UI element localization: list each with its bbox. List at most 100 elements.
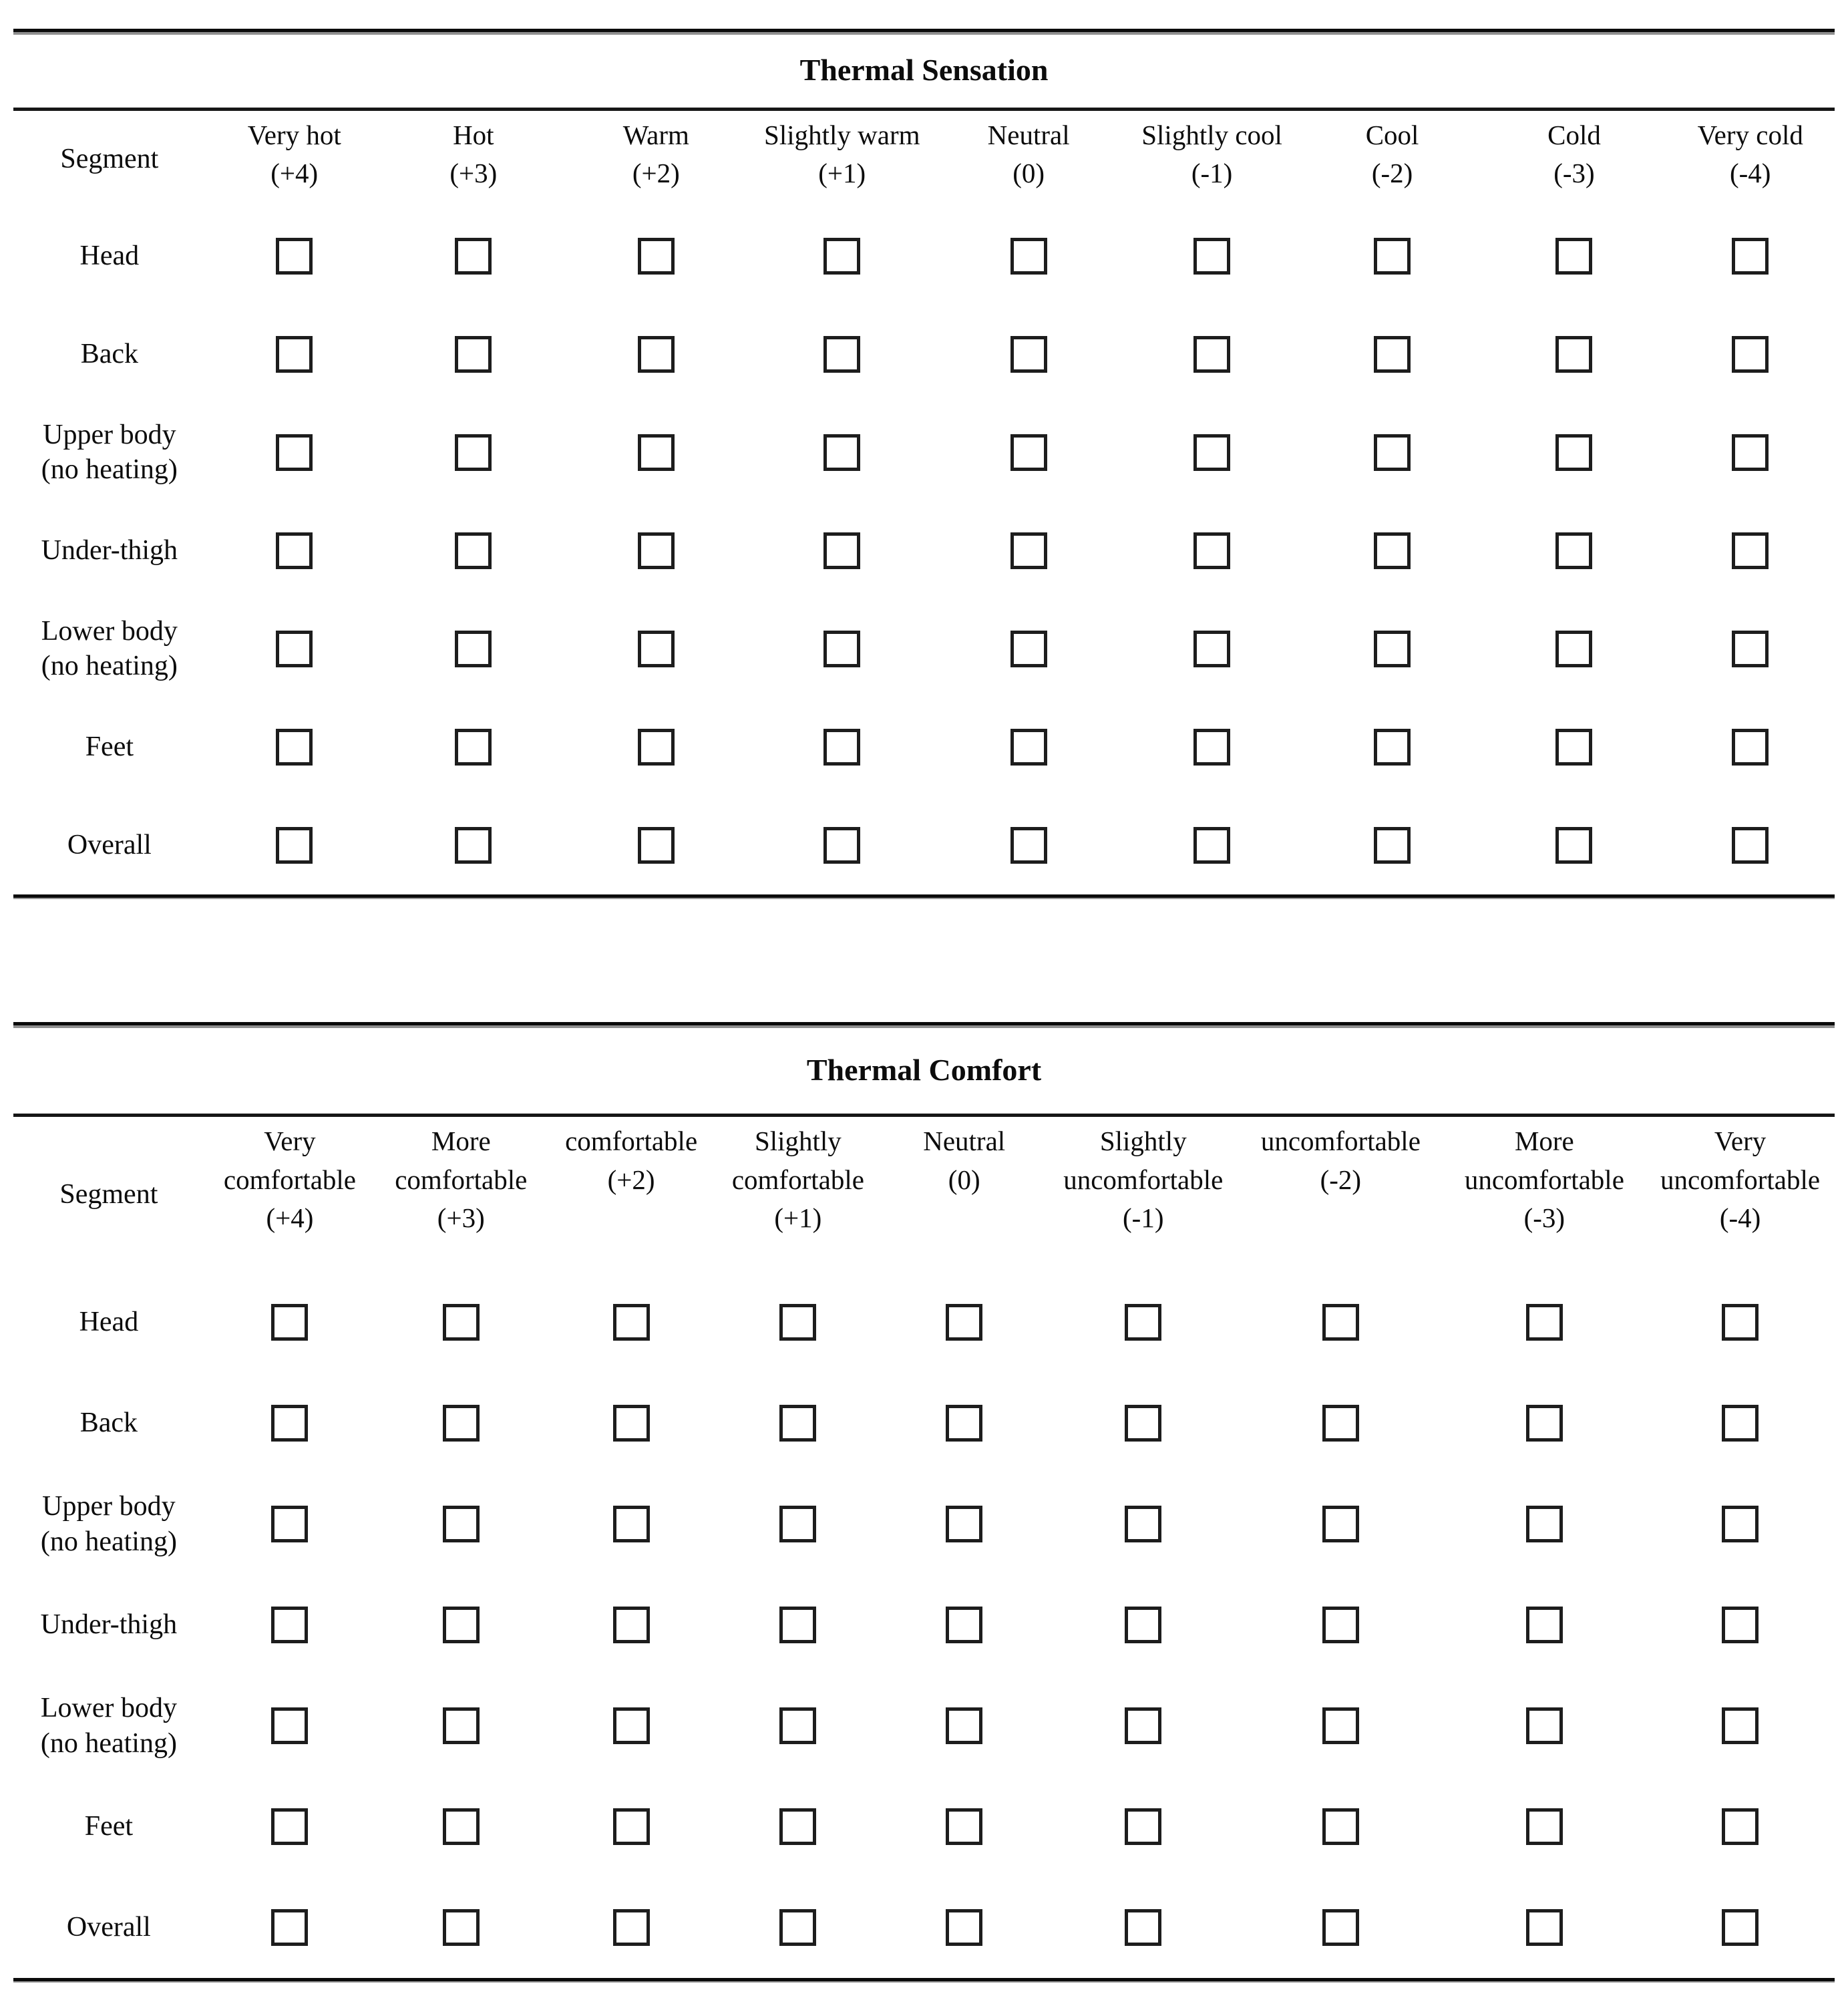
checkbox[interactable] [271,1405,309,1442]
checkbox[interactable] [823,335,861,373]
checkbox[interactable] [1732,826,1769,864]
checkbox[interactable] [1010,532,1047,569]
checkbox[interactable] [1125,1707,1162,1745]
checkbox[interactable] [612,1607,650,1644]
checkbox[interactable] [276,237,313,275]
checkbox[interactable] [637,532,675,569]
checkbox[interactable] [1010,237,1047,275]
checkbox[interactable] [1525,1909,1563,1947]
checkbox[interactable] [1374,630,1411,667]
checkbox[interactable] [1193,630,1231,667]
checkbox[interactable] [946,1909,983,1947]
checkbox[interactable] [271,1506,309,1543]
checkbox[interactable] [1374,532,1411,569]
checkbox[interactable] [946,1405,983,1442]
checkbox[interactable] [779,1607,817,1644]
checkbox[interactable] [1525,1808,1563,1846]
checkbox[interactable] [823,728,861,766]
checkbox[interactable] [946,1607,983,1644]
checkbox[interactable] [271,1808,309,1846]
checkbox[interactable] [637,826,675,864]
checkbox[interactable] [946,1506,983,1543]
checkbox[interactable] [442,1808,480,1846]
checkbox[interactable] [276,728,313,766]
checkbox[interactable] [1722,1607,1759,1644]
checkbox[interactable] [1322,1607,1359,1644]
checkbox[interactable] [271,1707,309,1745]
checkbox[interactable] [271,1607,309,1644]
checkbox[interactable] [1555,826,1593,864]
checkbox[interactable] [1193,826,1231,864]
checkbox[interactable] [612,1707,650,1745]
checkbox[interactable] [1732,532,1769,569]
checkbox[interactable] [1722,1405,1759,1442]
checkbox[interactable] [1193,728,1231,766]
checkbox[interactable] [276,335,313,373]
checkbox[interactable] [612,1405,650,1442]
checkbox[interactable] [946,1304,983,1341]
checkbox[interactable] [1322,1304,1359,1341]
checkbox[interactable] [455,237,492,275]
checkbox[interactable] [1732,434,1769,471]
checkbox[interactable] [1374,728,1411,766]
checkbox[interactable] [1525,1506,1563,1543]
checkbox[interactable] [271,1304,309,1341]
checkbox[interactable] [455,434,492,471]
checkbox[interactable] [1555,630,1593,667]
checkbox[interactable] [1722,1707,1759,1745]
checkbox[interactable] [612,1808,650,1846]
checkbox[interactable] [1722,1506,1759,1543]
checkbox[interactable] [637,237,675,275]
checkbox[interactable] [612,1304,650,1341]
checkbox[interactable] [442,1304,480,1341]
checkbox[interactable] [1732,237,1769,275]
checkbox[interactable] [1193,237,1231,275]
checkbox[interactable] [1555,335,1593,373]
checkbox[interactable] [442,1909,480,1947]
checkbox[interactable] [1722,1304,1759,1341]
checkbox[interactable] [1732,335,1769,373]
checkbox[interactable] [455,630,492,667]
checkbox[interactable] [779,1707,817,1745]
checkbox[interactable] [637,728,675,766]
checkbox[interactable] [455,728,492,766]
checkbox[interactable] [637,434,675,471]
checkbox[interactable] [1525,1304,1563,1341]
checkbox[interactable] [1010,630,1047,667]
checkbox[interactable] [612,1909,650,1947]
checkbox[interactable] [276,532,313,569]
checkbox[interactable] [823,630,861,667]
checkbox[interactable] [779,1808,817,1846]
checkbox[interactable] [779,1506,817,1543]
checkbox[interactable] [779,1304,817,1341]
checkbox[interactable] [1322,1707,1359,1745]
checkbox[interactable] [779,1405,817,1442]
checkbox[interactable] [1722,1808,1759,1846]
checkbox[interactable] [1555,434,1593,471]
checkbox[interactable] [637,630,675,667]
checkbox[interactable] [1193,434,1231,471]
checkbox[interactable] [1322,1506,1359,1543]
checkbox[interactable] [1322,1808,1359,1846]
checkbox[interactable] [1010,434,1047,471]
checkbox[interactable] [455,826,492,864]
checkbox[interactable] [1125,1304,1162,1341]
checkbox[interactable] [1732,630,1769,667]
checkbox[interactable] [1525,1707,1563,1745]
checkbox[interactable] [1322,1909,1359,1947]
checkbox[interactable] [455,532,492,569]
checkbox[interactable] [1193,335,1231,373]
checkbox[interactable] [1125,1405,1162,1442]
checkbox[interactable] [1010,826,1047,864]
checkbox[interactable] [442,1405,480,1442]
checkbox[interactable] [1125,1607,1162,1644]
checkbox[interactable] [1525,1607,1563,1644]
checkbox[interactable] [637,335,675,373]
checkbox[interactable] [442,1506,480,1543]
checkbox[interactable] [442,1707,480,1745]
checkbox[interactable] [1525,1405,1563,1442]
checkbox[interactable] [1125,1909,1162,1947]
checkbox[interactable] [1374,434,1411,471]
checkbox[interactable] [1125,1808,1162,1846]
checkbox[interactable] [1374,335,1411,373]
